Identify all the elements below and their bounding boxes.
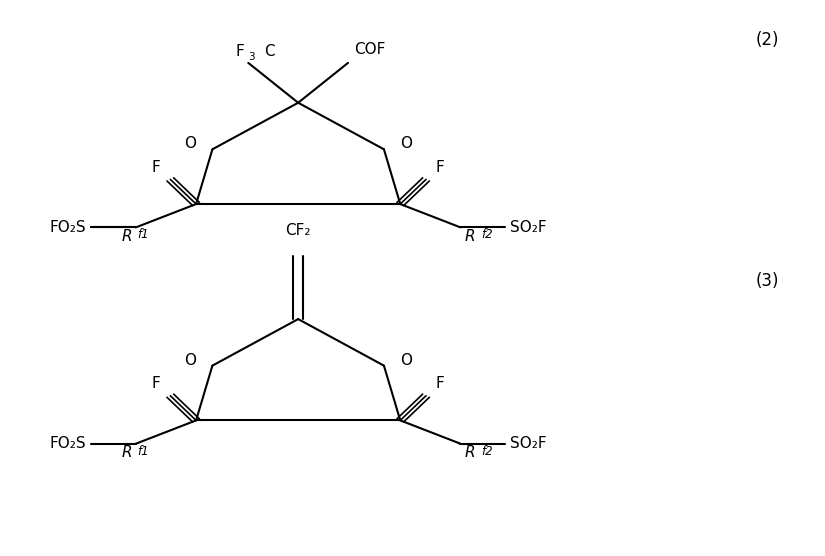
Text: F: F bbox=[235, 43, 244, 58]
Text: SO₂F: SO₂F bbox=[510, 220, 547, 235]
Text: f1: f1 bbox=[138, 229, 149, 241]
Text: R: R bbox=[464, 445, 475, 460]
Text: R: R bbox=[464, 229, 475, 244]
Text: 3: 3 bbox=[248, 52, 255, 62]
Text: F: F bbox=[152, 376, 161, 391]
Text: C: C bbox=[264, 43, 275, 58]
Text: f2: f2 bbox=[482, 445, 493, 458]
Text: O: O bbox=[400, 136, 412, 151]
Text: f2: f2 bbox=[482, 229, 493, 241]
Text: SO₂F: SO₂F bbox=[510, 436, 547, 451]
Text: O: O bbox=[184, 136, 196, 151]
Text: R: R bbox=[121, 229, 132, 244]
Text: f1: f1 bbox=[138, 445, 149, 458]
Text: F: F bbox=[152, 160, 161, 175]
Text: FO₂S: FO₂S bbox=[50, 436, 86, 451]
Text: F: F bbox=[436, 376, 445, 391]
Text: (2): (2) bbox=[756, 31, 780, 49]
Text: COF: COF bbox=[355, 42, 386, 57]
Text: FO₂S: FO₂S bbox=[50, 220, 86, 235]
Text: CF₂: CF₂ bbox=[285, 223, 311, 238]
Text: O: O bbox=[400, 353, 412, 368]
Text: O: O bbox=[184, 353, 196, 368]
Text: (3): (3) bbox=[756, 272, 780, 290]
Text: F: F bbox=[436, 160, 445, 175]
Text: R: R bbox=[121, 445, 132, 460]
